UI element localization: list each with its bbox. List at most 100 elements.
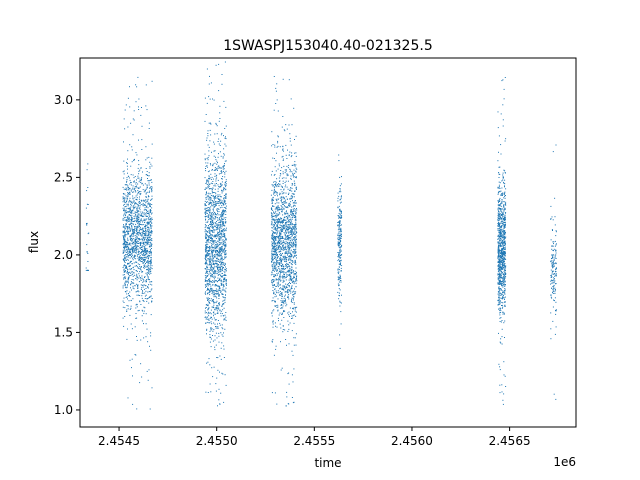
data-point <box>128 223 130 225</box>
data-point <box>206 275 208 277</box>
data-point <box>221 273 223 274</box>
data-point <box>142 240 144 242</box>
data-point <box>273 263 275 265</box>
data-point <box>123 251 124 253</box>
data-point <box>126 226 128 227</box>
data-point <box>295 200 296 201</box>
data-point <box>216 307 218 309</box>
data-point <box>214 308 216 310</box>
data-point <box>286 202 288 204</box>
data-point <box>210 188 212 190</box>
data-point <box>218 293 220 295</box>
data-point <box>223 217 225 219</box>
data-point <box>144 219 146 221</box>
data-point <box>273 211 275 213</box>
data-point <box>136 230 138 232</box>
data-point <box>280 185 282 187</box>
data-point <box>295 170 297 172</box>
data-point <box>220 312 222 314</box>
data-point <box>222 176 224 177</box>
data-point <box>287 221 289 223</box>
data-point <box>147 260 149 262</box>
data-point <box>140 269 142 271</box>
data-point <box>208 192 210 194</box>
data-point <box>125 219 127 221</box>
data-point <box>145 242 147 244</box>
data-point <box>207 209 209 211</box>
data-point <box>210 266 212 268</box>
data-point <box>140 219 142 221</box>
data-point <box>212 261 214 263</box>
data-point <box>225 384 227 386</box>
data-point <box>136 197 138 199</box>
data-point <box>272 247 273 249</box>
data-point <box>212 340 214 342</box>
data-point <box>276 247 278 249</box>
data-point <box>130 222 132 224</box>
data-point <box>133 274 135 276</box>
data-point <box>147 262 149 264</box>
data-point <box>340 198 342 200</box>
data-point <box>290 210 291 212</box>
data-point <box>139 242 141 244</box>
data-point <box>271 145 273 147</box>
data-point <box>209 266 211 268</box>
data-point <box>135 239 136 240</box>
data-point <box>272 268 274 270</box>
data-point <box>275 254 277 256</box>
data-point <box>295 177 297 178</box>
data-point <box>126 189 128 191</box>
data-point <box>130 244 132 246</box>
data-point <box>209 341 211 343</box>
data-point <box>131 214 133 216</box>
data-point <box>273 226 275 228</box>
data-point <box>125 256 127 258</box>
data-point <box>277 168 279 170</box>
data-point <box>144 232 146 234</box>
data-point <box>141 234 143 236</box>
data-point <box>219 201 221 203</box>
data-point <box>216 221 217 223</box>
data-point <box>128 217 130 219</box>
data-point <box>338 269 340 271</box>
data-point <box>146 370 148 372</box>
data-point <box>288 205 290 207</box>
data-point <box>136 229 138 231</box>
data-point <box>281 186 283 188</box>
data-point <box>281 258 283 260</box>
data-point <box>207 251 209 252</box>
data-point <box>274 239 276 241</box>
data-point <box>287 226 289 228</box>
data-point <box>143 255 145 257</box>
data-point <box>287 193 289 195</box>
data-point <box>213 267 215 269</box>
data-point <box>128 219 130 220</box>
data-point <box>144 255 146 257</box>
data-point <box>211 205 213 207</box>
data-point <box>213 254 215 256</box>
data-point <box>129 220 130 222</box>
data-point <box>218 198 220 200</box>
data-point <box>129 239 131 241</box>
data-point <box>129 193 131 195</box>
data-point <box>225 196 227 198</box>
data-point <box>216 254 218 255</box>
data-point <box>225 205 227 207</box>
data-point <box>147 341 149 343</box>
data-point <box>295 274 297 276</box>
data-point <box>122 267 124 268</box>
data-point <box>127 305 129 307</box>
data-point <box>273 225 275 227</box>
data-point <box>123 209 125 211</box>
data-point <box>146 200 148 202</box>
data-point <box>281 221 283 223</box>
data-point <box>141 247 142 248</box>
data-point <box>131 224 133 226</box>
data-point <box>217 231 219 233</box>
data-point <box>224 256 226 258</box>
data-point <box>214 276 216 278</box>
data-point <box>210 214 212 216</box>
data-point <box>208 273 210 275</box>
data-point <box>282 236 284 238</box>
data-point <box>142 293 144 294</box>
